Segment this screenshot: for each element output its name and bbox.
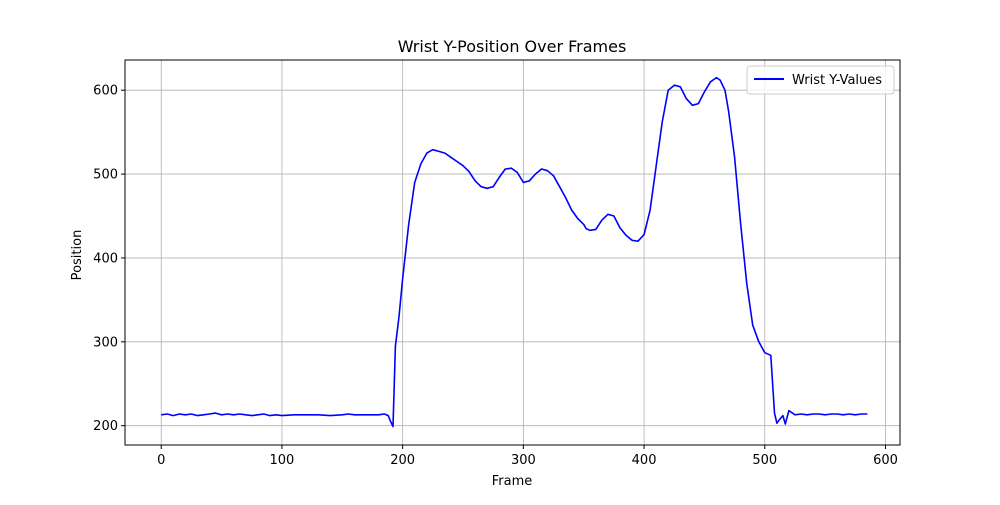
y-tick-label: 200 bbox=[93, 419, 118, 434]
y-tick-label: 500 bbox=[93, 168, 118, 183]
series-line-wrist-y bbox=[161, 76, 868, 428]
x-tick-label: 200 bbox=[390, 453, 415, 468]
y-tick-label: 600 bbox=[93, 84, 118, 99]
x-tick-label: 500 bbox=[752, 453, 777, 468]
y-tick-label: 400 bbox=[93, 251, 118, 266]
x-tick-label: 600 bbox=[873, 453, 898, 468]
grid-lines bbox=[125, 60, 900, 445]
legend: Wrist Y-Values bbox=[746, 65, 895, 95]
legend-box bbox=[746, 65, 895, 95]
x-tick-label: 300 bbox=[511, 453, 536, 468]
x-tick-label: 0 bbox=[157, 453, 165, 468]
axis-ticks: 0 100 200 300 400 500 600 200 300 400 500 600 bbox=[93, 84, 898, 468]
y-axis-label: Position bbox=[70, 230, 85, 281]
series-layer bbox=[161, 76, 868, 428]
plot-area-frame bbox=[124, 59, 901, 446]
chart-title: Wrist Y-Position Over Frames bbox=[398, 37, 627, 56]
x-tick-label: 400 bbox=[632, 453, 657, 468]
x-axis-label: Frame bbox=[492, 474, 533, 489]
y-tick-label: 300 bbox=[93, 335, 118, 350]
x-tick-label: 100 bbox=[270, 453, 295, 468]
legend-label: Wrist Y-Values bbox=[792, 73, 882, 88]
